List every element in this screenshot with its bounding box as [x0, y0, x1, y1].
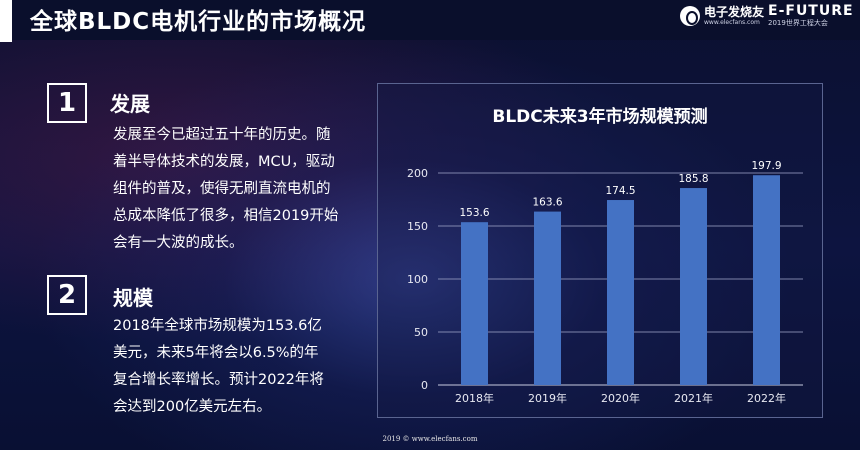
section-1-number: 1: [47, 83, 87, 123]
section-1-line: 会有一大波的成长。: [113, 235, 244, 251]
title-accent-bar: [0, 0, 12, 42]
section-1-line: 发展至今已超过五十年的历史。随: [113, 127, 331, 143]
efuture-logo-sub: 2019世界工程大会: [768, 19, 828, 27]
section-1-line: 组件的普及，使得无刷直流电机的: [113, 181, 331, 197]
section-1-line: 着半导体技术的发展，MCU，驱动: [113, 154, 335, 170]
data-label: 163.6: [532, 197, 562, 209]
chart-panel: BLDC未来3年市场规模预测 0 50 100 150 200 153.6 2018年 163…: [377, 83, 823, 418]
efuture-logo-main: E-FUTURE: [768, 3, 854, 19]
y-tick-label: 50: [414, 326, 428, 339]
x-tick-label: 2019年: [528, 391, 567, 405]
y-tick-label: 0: [421, 379, 428, 392]
section-2-line: 复合增长率增长。预计2022年将: [113, 372, 324, 388]
bar: [461, 222, 488, 385]
chart-title: BLDC未来3年市场规模预测: [492, 107, 708, 127]
efuture-logo[interactable]: E-FUTURE 2019世界工程大会: [768, 4, 854, 27]
section-2-number: 2: [47, 275, 87, 315]
data-label: 197.9: [751, 160, 781, 172]
elecfans-logo[interactable]: 电子发烧友 www.elecfans.com: [680, 6, 764, 26]
section-2-title: 规模: [113, 286, 153, 310]
bar: [753, 175, 780, 385]
bar: [534, 211, 561, 385]
header-bar: [0, 0, 860, 40]
page-title: 全球BLDC电机行业的市场概况: [30, 9, 367, 35]
y-tick-label: 150: [407, 220, 428, 233]
bar-chart: 0 50 100 150 200 153.6 2018年 163.6 2019年 174.5 202…: [407, 160, 803, 405]
section-2-line: 会达到200亿美元左右。: [113, 399, 272, 415]
elecfans-logo-en: www.elecfans.com: [704, 19, 760, 26]
section-2-line: 美元，未来5年将会以6.5%的年: [113, 345, 319, 361]
elecfans-logo-icon: [680, 6, 700, 26]
bar: [680, 188, 707, 385]
x-tick-label: 2020年: [601, 391, 640, 405]
bar: [607, 200, 634, 385]
x-tick-label: 2018年: [455, 391, 494, 405]
x-tick-label: 2021年: [674, 391, 713, 405]
section-2-line: 2018年全球市场规模为153.6亿: [113, 318, 322, 334]
data-label: 153.6: [459, 207, 489, 219]
y-tick-label: 100: [407, 273, 428, 286]
data-label: 174.5: [605, 185, 635, 197]
elecfans-logo-cn: 电子发烧友: [704, 5, 765, 19]
section-1-line: 总成本降低了很多，相信2019开始: [113, 208, 339, 224]
section-2-text: 2018年全球市场规模为153.6亿 美元，未来5年将会以6.5%的年 复合增长…: [113, 313, 324, 421]
y-tick-label: 200: [407, 167, 428, 180]
data-label: 185.8: [678, 173, 708, 185]
section-1-title: 发展: [110, 92, 150, 116]
x-tick-label: 2022年: [747, 391, 786, 405]
section-1-text: 发展至今已超过五十年的历史。随 着半导体技术的发展，MCU，驱动 组件的普及，使…: [113, 122, 338, 257]
footer-copyright: 2019 © www.elecfans.com: [382, 435, 478, 443]
